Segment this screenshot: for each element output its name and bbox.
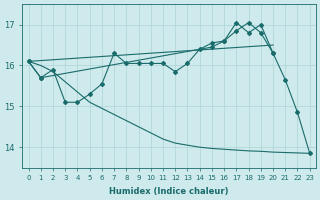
X-axis label: Humidex (Indice chaleur): Humidex (Indice chaleur) [109,187,229,196]
